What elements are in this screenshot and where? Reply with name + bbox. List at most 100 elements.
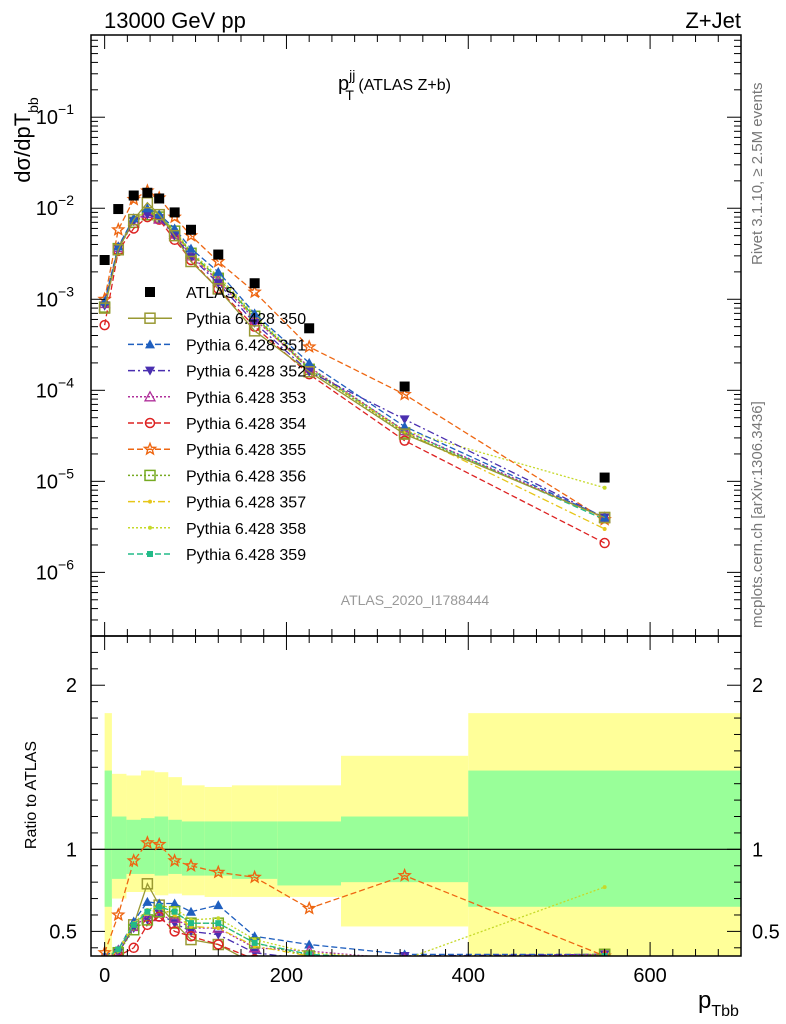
main-ytick-label: 10−6: [36, 556, 74, 584]
main-ylabel-sub: bb: [25, 97, 41, 113]
ytick-exp: −2: [58, 192, 74, 208]
ratio-point: [400, 968, 409, 977]
data-point: [186, 243, 196, 253]
legend-item: Pythia 6.428 352: [128, 364, 306, 381]
data-point: [399, 421, 410, 431]
ratio-frame: [90, 635, 742, 957]
legend-label: Pythia 6.428 353: [186, 390, 306, 407]
series-atlas: [99, 187, 610, 483]
rivet-version-label: Rivet 3.1.10, ≥ 2.5M events: [749, 83, 766, 266]
main-frame: [90, 34, 742, 637]
data-point: [247, 284, 262, 299]
series-pythia-6-428-354: [99, 211, 610, 549]
series-line: [104, 207, 605, 519]
legend-marker: [145, 287, 155, 297]
data-point: [112, 243, 125, 256]
main-series-layer: [97, 183, 612, 549]
plot-title: pjj T (ATLAS Z+b): [338, 67, 451, 103]
process-label: Z+Jet: [685, 8, 741, 33]
xtick-label: 400: [452, 965, 485, 987]
ratio-point: [602, 885, 607, 890]
legend-item: Pythia 6.428 353: [128, 390, 306, 407]
inner-band-bin: [104, 770, 112, 907]
main-ytick-label: 10−2: [36, 192, 74, 220]
series-pythia-6-428-352: [99, 210, 610, 523]
data-point: [249, 308, 260, 318]
ratio-line: [104, 842, 605, 956]
ytick-base: 10: [36, 562, 58, 584]
data-point: [598, 511, 611, 524]
ratio-point: [169, 919, 180, 929]
ratio-point: [402, 956, 408, 962]
ratio-point: [169, 898, 180, 908]
data-point: [185, 255, 197, 268]
series-line: [103, 216, 605, 544]
ratio-line: [112, 912, 605, 956]
ratio-point: [250, 959, 260, 969]
inner-band-bin: [231, 821, 278, 879]
data-point: [399, 415, 410, 425]
data-point: [113, 241, 124, 251]
ratio-point: [154, 909, 165, 919]
series-line: [103, 190, 605, 521]
legend-marker: [142, 441, 158, 456]
data-point: [249, 318, 260, 328]
series-pythia-6-428-351: [99, 203, 610, 522]
data-point: [249, 278, 260, 289]
ratio-ytick-label-left: 2: [66, 675, 77, 697]
data-point: [128, 213, 139, 223]
ratio-point: [213, 930, 224, 940]
main-ytick-label: 10−5: [36, 465, 74, 493]
inner-band-bin: [111, 816, 127, 879]
data-point: [169, 207, 180, 218]
inner-band-bin: [468, 770, 741, 907]
ratio-point: [144, 908, 151, 915]
ratio-point: [397, 867, 412, 882]
main-ylabel: dσ/dpTbb: [10, 97, 41, 183]
legend-item: ATLAS: [145, 285, 236, 302]
data-point: [602, 526, 607, 531]
legend-item: Pythia 6.428 354: [128, 416, 306, 433]
data-point: [304, 323, 315, 334]
data-point: [399, 435, 410, 446]
data-point: [186, 224, 196, 235]
legend-item: Pythia 6.428 356: [128, 468, 306, 485]
xtick-label: 600: [633, 965, 666, 987]
plot-title-sub: T: [345, 87, 354, 103]
inner-band-bin: [126, 819, 141, 874]
data-point: [110, 222, 126, 236]
ratio-point: [210, 864, 226, 879]
ratio-point: [185, 931, 197, 942]
ratio-line: [113, 911, 605, 956]
main-ytick-label: 10−1: [36, 101, 74, 129]
ratio-point: [305, 958, 314, 967]
ytick-exp: −6: [58, 556, 74, 572]
ratio-point: [167, 853, 182, 868]
ratio-ytick-label-right: 1: [752, 839, 763, 861]
legend-marker: [144, 417, 156, 429]
ratio-point: [188, 920, 194, 927]
series-line: [104, 212, 605, 519]
ratio-point: [103, 957, 107, 961]
data-point: [397, 386, 412, 401]
ratio-point: [400, 959, 410, 969]
inner-band-bin: [181, 821, 205, 876]
series-pythia-6-428-357: [102, 210, 607, 531]
data-point: [215, 275, 222, 282]
ratio-point: [304, 939, 315, 949]
data-point: [301, 339, 317, 354]
ratio-point: [215, 920, 222, 927]
data-point: [98, 302, 111, 314]
legend-item: Pythia 6.428 359: [128, 547, 306, 564]
inner-band-bin: [277, 821, 341, 886]
plot-title-main: p: [338, 73, 349, 95]
series-line: [104, 210, 605, 521]
plot-title-sup: jj: [348, 67, 355, 83]
ratio-point: [216, 926, 221, 931]
ytick-exp: −3: [58, 283, 74, 299]
legend-marker: [143, 390, 157, 402]
ratio-point: [171, 908, 178, 915]
xtick-label: 0: [99, 965, 110, 987]
ratio-point: [140, 835, 155, 849]
legend-item: Pythia 6.428 357: [128, 495, 306, 512]
